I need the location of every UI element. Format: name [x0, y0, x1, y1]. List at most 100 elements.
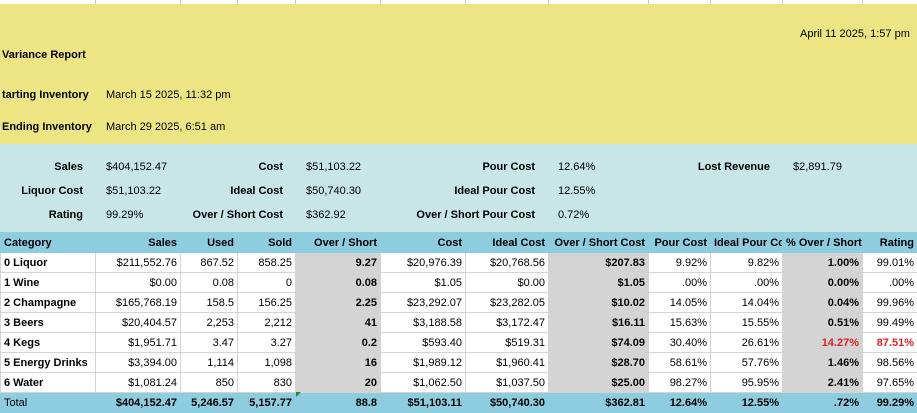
cell[interactable]: $1,081.24: [96, 373, 181, 393]
cell[interactable]: $1,960.41: [466, 353, 549, 373]
cell[interactable]: 867.52: [181, 253, 238, 273]
cell[interactable]: $74.09: [549, 333, 649, 353]
cell[interactable]: $1.05: [381, 273, 466, 293]
cell[interactable]: $25.00: [549, 373, 649, 393]
cell[interactable]: $519.31: [466, 333, 549, 353]
cell[interactable]: 3.47: [181, 333, 238, 353]
cell[interactable]: 2,253: [181, 313, 238, 333]
cell[interactable]: 0: [238, 273, 296, 293]
cell[interactable]: 2 Champagne: [1, 293, 96, 313]
cell[interactable]: 12.64%: [649, 393, 711, 413]
cell[interactable]: 1 Wine: [1, 273, 96, 293]
cell[interactable]: 20: [296, 373, 381, 393]
cell[interactable]: 830: [238, 373, 296, 393]
cell[interactable]: 9.82%: [711, 253, 783, 273]
cell[interactable]: 41: [296, 313, 381, 333]
cell[interactable]: $23,292.07: [381, 293, 466, 313]
cell[interactable]: $1,062.50: [381, 373, 466, 393]
cell[interactable]: 12.55%: [711, 393, 783, 413]
cell[interactable]: 4 Kegs: [1, 333, 96, 353]
ideal-cost-value: $50,740.30: [306, 185, 361, 197]
cell[interactable]: 98.27%: [649, 373, 711, 393]
cell[interactable]: 3 Beers: [1, 313, 96, 333]
cell[interactable]: 1,114: [181, 353, 238, 373]
cell[interactable]: 95.95%: [711, 373, 783, 393]
cell[interactable]: 0.2: [296, 333, 381, 353]
cell[interactable]: 16: [296, 353, 381, 373]
cell[interactable]: 6 Water: [1, 373, 96, 393]
over-short-pour-cost-label: Over / Short Pour Cost: [416, 209, 535, 221]
cell[interactable]: $362.81: [549, 393, 649, 413]
cell[interactable]: 5,246.57: [181, 393, 238, 413]
cell[interactable]: 5,157.77: [238, 393, 296, 413]
cell-alert[interactable]: 14.27%: [783, 333, 863, 353]
cell[interactable]: 57.76%: [711, 353, 783, 373]
cell[interactable]: $1.05: [549, 273, 649, 293]
cell[interactable]: 158.5: [181, 293, 238, 313]
cell[interactable]: $593.40: [381, 333, 466, 353]
cell[interactable]: $165,768.19: [96, 293, 181, 313]
liquor-cost-label: Liquor Cost: [21, 185, 83, 197]
cell[interactable]: $20,976.39: [381, 253, 466, 273]
cell[interactable]: 0.00%: [783, 273, 863, 293]
cell[interactable]: $23,282.05: [466, 293, 549, 313]
cell[interactable]: $1,989.12: [381, 353, 466, 373]
cell[interactable]: .00%: [649, 273, 711, 293]
cell[interactable]: $1,951.71: [96, 333, 181, 353]
cell[interactable]: 9.27: [296, 253, 381, 273]
cell[interactable]: $28.70: [549, 353, 649, 373]
cell[interactable]: $3,188.58: [381, 313, 466, 333]
cell[interactable]: $0.00: [96, 273, 181, 293]
cell[interactable]: 0 Liquor: [1, 253, 96, 273]
cell[interactable]: 0.04%: [783, 293, 863, 313]
cell[interactable]: $20,768.56: [466, 253, 549, 273]
cell[interactable]: 97.65%: [863, 373, 917, 393]
cell[interactable]: 2,212: [238, 313, 296, 333]
cell[interactable]: $10.02: [549, 293, 649, 313]
cell[interactable]: 0.08: [296, 273, 381, 293]
cell[interactable]: $211,552.76: [96, 253, 181, 273]
cell[interactable]: 1.00%: [783, 253, 863, 273]
cell[interactable]: .00%: [863, 273, 917, 293]
cell[interactable]: .72%: [783, 393, 863, 413]
cell[interactable]: 1.46%: [783, 353, 863, 373]
cell-alert[interactable]: 87.51%: [863, 333, 917, 353]
cell[interactable]: 58.61%: [649, 353, 711, 373]
cell[interactable]: 30.40%: [649, 333, 711, 353]
cell[interactable]: 99.29%: [863, 393, 917, 413]
cell[interactable]: $404,152.47: [96, 393, 181, 413]
cell[interactable]: $207.83: [549, 253, 649, 273]
cell[interactable]: 98.56%: [863, 353, 917, 373]
cell[interactable]: $50,740.30: [466, 393, 549, 413]
cell[interactable]: 156.25: [238, 293, 296, 313]
cell[interactable]: 0.08: [181, 273, 238, 293]
cell[interactable]: Total: [1, 393, 96, 413]
cell[interactable]: 99.01%: [863, 253, 917, 273]
cell[interactable]: 850: [181, 373, 238, 393]
cell[interactable]: $3,394.00: [96, 353, 181, 373]
cell[interactable]: 99.49%: [863, 313, 917, 333]
cell[interactable]: 3.27: [238, 333, 296, 353]
cell[interactable]: 5 Energy Drinks: [1, 353, 96, 373]
cell[interactable]: $51,103.11: [381, 393, 466, 413]
cell[interactable]: 14.04%: [711, 293, 783, 313]
cell[interactable]: 99.96%: [863, 293, 917, 313]
cell[interactable]: $1,037.50: [466, 373, 549, 393]
cell[interactable]: 2.41%: [783, 373, 863, 393]
cell[interactable]: 0.51%: [783, 313, 863, 333]
cell[interactable]: 14.05%: [649, 293, 711, 313]
cell[interactable]: 15.63%: [649, 313, 711, 333]
cell[interactable]: $16.11: [549, 313, 649, 333]
cell[interactable]: 15.55%: [711, 313, 783, 333]
cell[interactable]: 1,098: [238, 353, 296, 373]
cell[interactable]: 2.25: [296, 293, 381, 313]
table-row: 2 Champagne $165,768.19 158.5 156.25 2.2…: [1, 293, 917, 313]
cell[interactable]: $20,404.57: [96, 313, 181, 333]
cell[interactable]: 88.8: [296, 393, 381, 413]
cell[interactable]: 858.25: [238, 253, 296, 273]
cell[interactable]: 9.92%: [649, 253, 711, 273]
cell[interactable]: $0.00: [466, 273, 549, 293]
cell[interactable]: .00%: [711, 273, 783, 293]
cell[interactable]: $3,172.47: [466, 313, 549, 333]
cell[interactable]: 26.61%: [711, 333, 783, 353]
